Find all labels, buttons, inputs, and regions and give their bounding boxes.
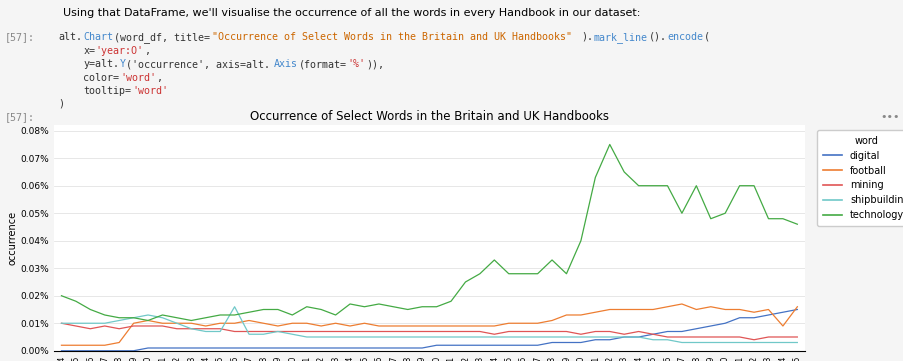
Text: [57]:: [57]: <box>5 32 34 42</box>
Text: Axis: Axis <box>274 60 298 69</box>
Text: 'year:O': 'year:O' <box>96 46 144 56</box>
Text: color=: color= <box>83 73 119 83</box>
Text: mark_line: mark_line <box>593 32 647 43</box>
Text: Y: Y <box>120 60 126 69</box>
Text: tooltip=: tooltip= <box>83 86 131 96</box>
Text: •••: ••• <box>879 112 898 122</box>
Text: ('occurrence', axis=alt.: ('occurrence', axis=alt. <box>126 60 270 69</box>
Text: encode: encode <box>666 32 703 42</box>
Text: [57]:: [57]: <box>5 112 34 122</box>
Text: 'word': 'word' <box>120 73 156 83</box>
Text: )),: )), <box>366 60 384 69</box>
Text: (format=: (format= <box>298 60 346 69</box>
Text: Using that DataFrame, we'll visualise the occurrence of all the words in every H: Using that DataFrame, we'll visualise th… <box>63 8 640 18</box>
Text: Chart: Chart <box>83 32 113 42</box>
Text: "Occurrence of Select Words in the Britain and UK Handbooks": "Occurrence of Select Words in the Brita… <box>212 32 572 42</box>
Text: ).: ). <box>581 32 592 42</box>
Text: ().: (). <box>648 32 666 42</box>
Text: ,: , <box>157 73 163 83</box>
Text: 'word': 'word' <box>133 86 168 96</box>
Text: ): ) <box>59 98 65 108</box>
Text: alt.: alt. <box>59 32 83 42</box>
Text: (: ( <box>703 32 710 42</box>
Text: (word_df, title=: (word_df, title= <box>114 32 209 43</box>
Text: y=alt.: y=alt. <box>83 60 119 69</box>
Text: x=: x= <box>83 46 95 56</box>
Text: '%': '%' <box>348 60 366 69</box>
Text: ,: , <box>144 46 151 56</box>
